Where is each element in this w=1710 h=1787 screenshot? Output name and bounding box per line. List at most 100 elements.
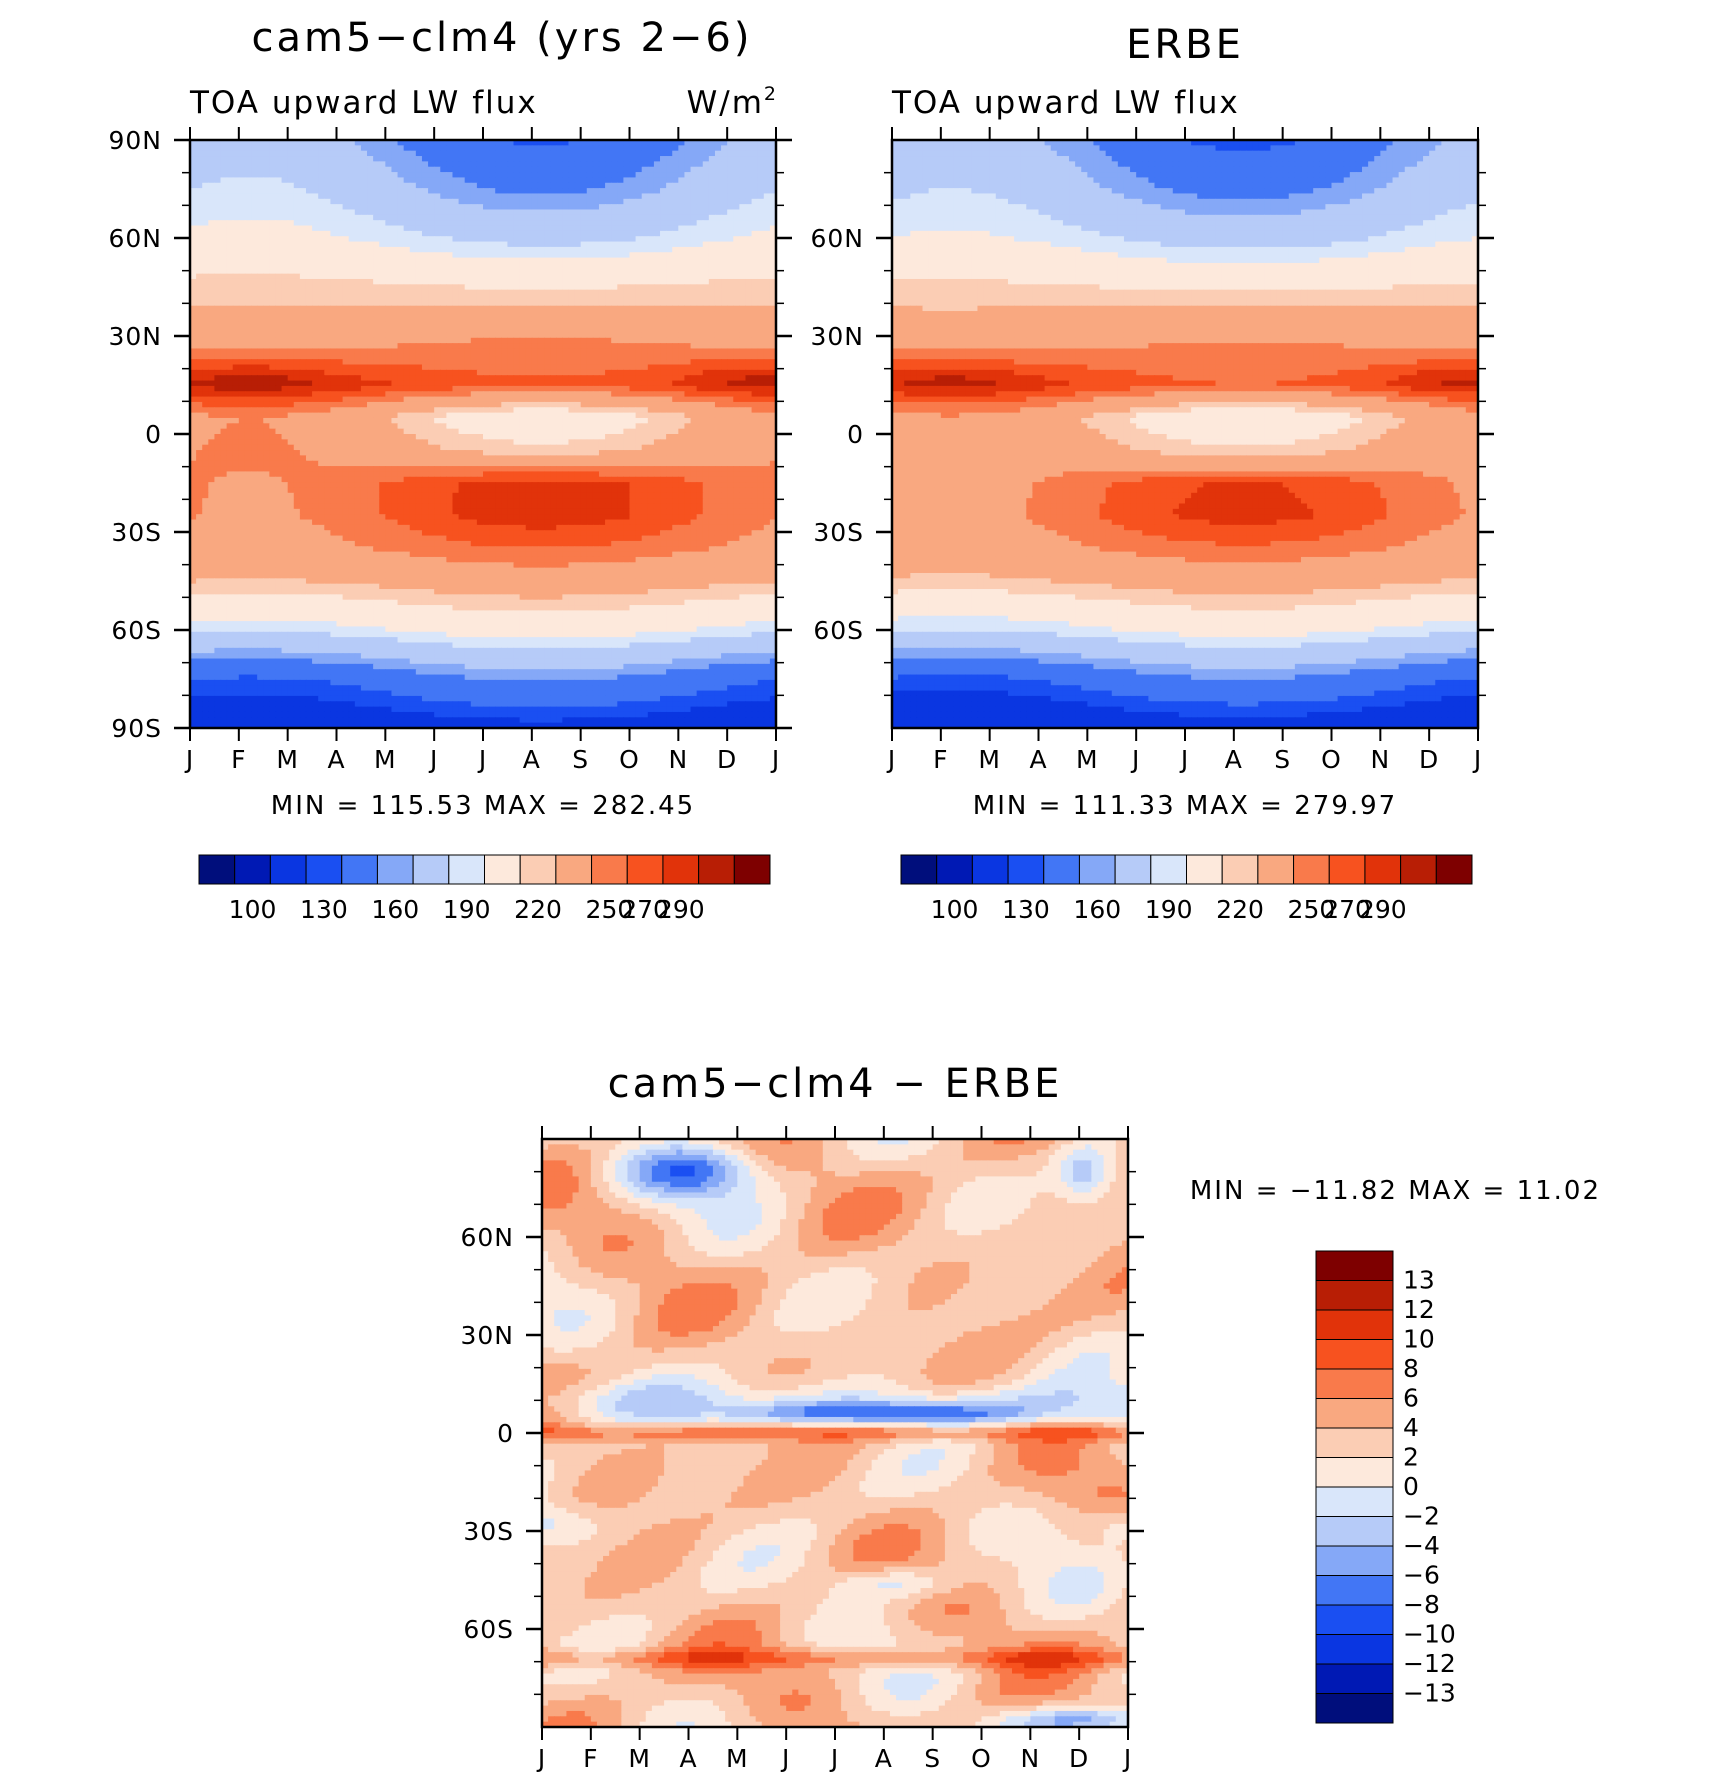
contour-cell [293,295,301,301]
contour-cell [440,321,447,328]
contour-cell [214,225,222,232]
contour-cell [251,407,258,414]
contour-cell [556,204,563,211]
contour-cell [354,246,362,253]
contour-cell [287,193,295,200]
contour-cell [318,284,325,291]
contour-cell [336,343,344,350]
contour-cell [373,209,380,216]
contour-cell [721,375,728,382]
contour-cell [513,198,521,205]
contour-cell [415,327,423,334]
contour-cell [592,262,600,269]
contour-cell [641,268,649,275]
contour-cell [617,230,624,237]
contour-cell [592,220,600,227]
contour-cell [238,305,246,312]
contour-cell [440,289,447,296]
contour-cell [373,193,380,200]
contour-cell [397,262,405,269]
contour-cell [660,252,667,259]
contour-cell [617,300,624,307]
contour-cell [257,295,264,301]
contour-cell [598,412,606,419]
contour-cell [592,311,600,317]
contour-cell [550,375,557,382]
contour-cell [684,236,692,243]
contour-cell [415,375,423,382]
contour-cell [220,332,228,339]
contour-cell [702,214,710,221]
contour-cell [745,369,753,376]
contour-cell [244,353,252,360]
contour-cell [727,359,734,366]
contour-cell [287,230,295,237]
contour-cell [519,209,527,216]
contour-cell [495,156,502,162]
contour-cell [690,353,698,360]
contour-cell [470,284,478,291]
contour-cell [293,380,301,387]
contour-cell [440,412,447,419]
contour-cell [458,214,466,221]
contour-cell [489,327,496,334]
contour-cell [287,353,295,360]
contour-cell [208,188,216,195]
contour-cell [745,177,753,184]
contour-cell [525,332,533,339]
contour-cell [733,230,740,237]
contour-cell [727,140,734,146]
contour-cell [739,262,747,269]
contour-cell [373,316,380,323]
contour-cell [214,327,222,334]
contour-cell [458,182,466,189]
contour-cell [348,359,356,366]
contour-cell [257,327,264,334]
contour-cell [202,204,209,211]
contour-cell [269,295,277,301]
contour-cell [281,236,289,243]
contour-cell [513,375,521,382]
contour-cell [269,262,277,269]
contour-cell [702,391,710,398]
contour-cell [269,332,277,339]
contour-cell [354,348,362,355]
contour-cell [537,198,545,205]
contour-cell [733,193,740,200]
contour-cell [275,391,283,398]
contour-cell [629,353,637,360]
contour-cell [531,193,539,200]
contour-cell [605,278,612,285]
contour-cell [763,332,771,339]
contour-cell [342,161,350,168]
contour-cell [373,391,380,398]
contour-cell [623,214,631,221]
contour-cell [397,289,405,296]
contour-cell [623,268,631,275]
contour-cell [660,145,667,152]
contour-cell [226,369,234,376]
contour-cell [196,316,203,323]
contour-cell [348,220,356,227]
contour-cell [263,321,270,328]
contour-cell [653,225,661,232]
contour-cell [483,380,490,387]
contour-cell [409,348,417,355]
contour-cell [708,295,716,301]
contour-cell [568,278,576,285]
contour-cell [354,241,362,248]
contour-cell [483,257,490,264]
contour-cell [727,252,734,259]
contour-cell [641,380,649,387]
contour-cell [611,337,618,344]
contour-cell [580,391,588,398]
contour-cell [580,369,588,376]
contour-cell [379,193,386,200]
contour-cell [226,311,234,317]
contour-cell [568,166,576,173]
contour-cell [391,246,399,253]
contour-cell [507,311,515,317]
contour-cell [611,343,618,350]
contour-cell [745,236,753,243]
contour-cell [281,214,289,221]
